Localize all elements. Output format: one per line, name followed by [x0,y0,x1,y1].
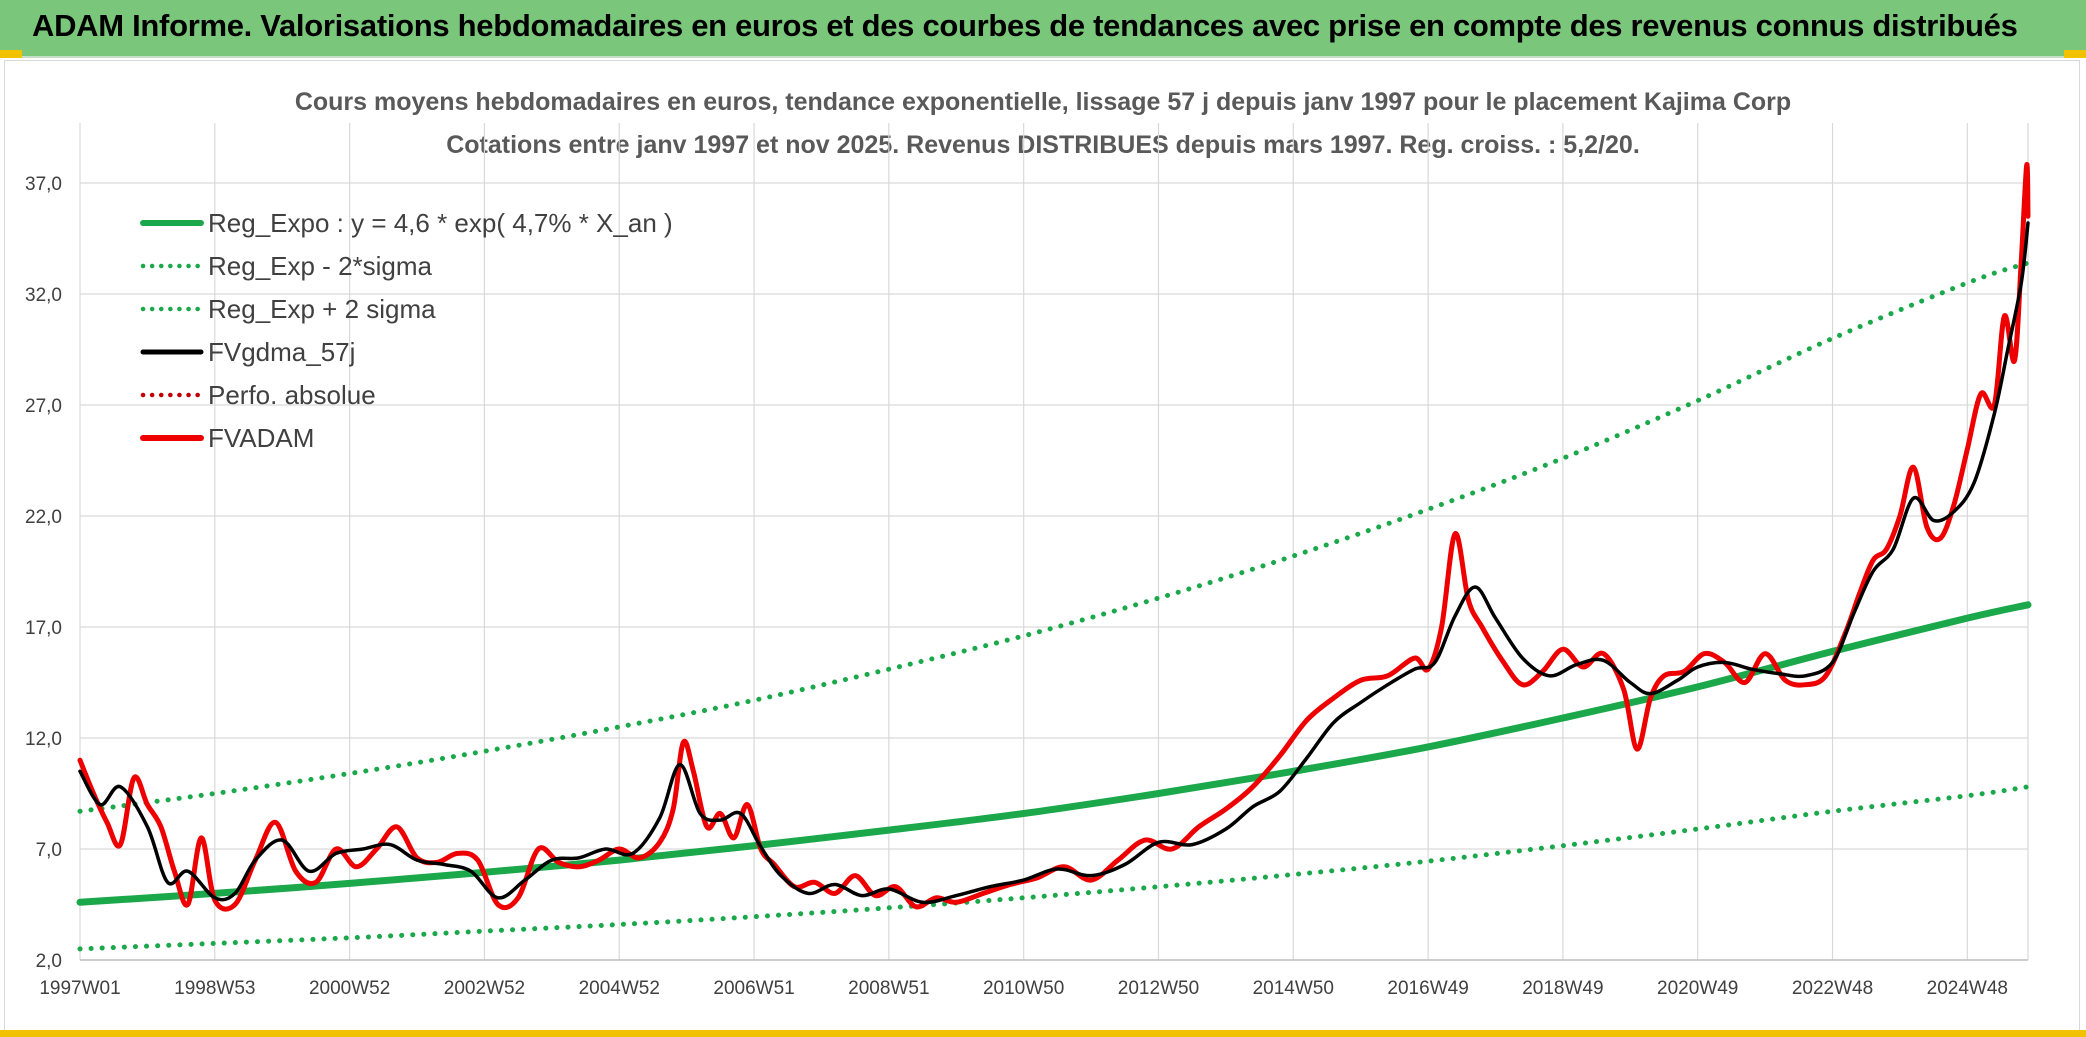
series-fvgdma-57j [78,221,2030,905]
x-tick-label: 2000W52 [309,978,390,999]
x-axis-ticks: 1997W01 1998W53 2000W52 2002W52 2004W52 2006W… [39,978,2008,999]
y-tick-label: 2,0 [36,951,62,972]
legend-item: Perfo. absolue [140,380,376,410]
chart-title: Cours moyens hebdomadaires en euros, ten… [294,88,1792,116]
x-tick-label: 2008W51 [848,978,929,999]
gridlines [79,123,2029,961]
x-tick-label: 2020W49 [1657,978,1738,999]
legend-item: FVADAM [140,423,314,453]
x-tick-label: 2014W50 [1253,978,1334,999]
x-tick-label: 1998W53 [174,978,255,999]
y-tick-label: 32,0 [25,285,62,306]
y-tick-label: 7,0 [36,840,62,861]
y-axis-ticks: 2,0 7,0 12,0 17,0 22,0 27,0 32,0 37,0 [25,174,62,972]
chart-subtitle: Cotations entre janv 1997 et nov 2025. R… [446,131,1640,159]
series-fvadam [77,162,2031,912]
x-tick-label: 2018W49 [1522,978,1603,999]
report-title: ADAM Informe. Valorisations hebdomadaire… [32,8,2018,43]
banner-accent-left [0,50,22,58]
legend: Reg_Expo : y = 4,6 * exp( 4,7% * X_an ) R… [140,208,673,453]
y-tick-label: 17,0 [25,618,62,639]
legend-item: FVgdma_57j [140,337,355,367]
legend-label: Reg_Exp + 2 sigma [208,294,436,324]
legend-label: Reg_Exp - 2*sigma [208,251,433,281]
y-tick-label: 27,0 [25,396,62,417]
series-reg-plus-2sigma [77,260,2031,814]
x-tick-label: 2004W52 [579,978,660,999]
legend-item: Reg_Exp + 2 sigma [140,294,436,324]
x-tick-label: 2022W48 [1792,978,1873,999]
banner-accent-right [2064,50,2086,58]
bottom-accent-strip [0,1030,2086,1037]
series-reg-minus-2sigma [77,784,2031,952]
x-tick-label: 2010W50 [983,978,1064,999]
legend-label: FVADAM [208,423,314,453]
x-tick-label: 2012W50 [1118,978,1199,999]
y-tick-label: 37,0 [25,174,62,195]
x-tick-label: 2024W48 [1927,978,2008,999]
series-layer [76,162,2032,952]
series-reg-expo [76,601,2032,906]
legend-label: FVgdma_57j [208,337,355,367]
x-tick-label: 2016W49 [1387,978,1468,999]
legend-item: Reg_Expo : y = 4,6 * exp( 4,7% * X_an ) [140,208,673,238]
report-banner: ADAM Informe. Valorisations hebdomadaire… [0,0,2086,58]
legend-item: Reg_Exp - 2*sigma [140,251,433,281]
y-tick-label: 22,0 [25,507,62,528]
legend-label: Reg_Expo : y = 4,6 * exp( 4,7% * X_an ) [208,208,673,238]
x-tick-label: 2006W51 [713,978,794,999]
x-tick-label: 1997W01 [39,978,120,999]
legend-label: Perfo. absolue [208,380,376,410]
x-tick-label: 2002W52 [444,978,525,999]
y-tick-label: 12,0 [25,729,62,750]
